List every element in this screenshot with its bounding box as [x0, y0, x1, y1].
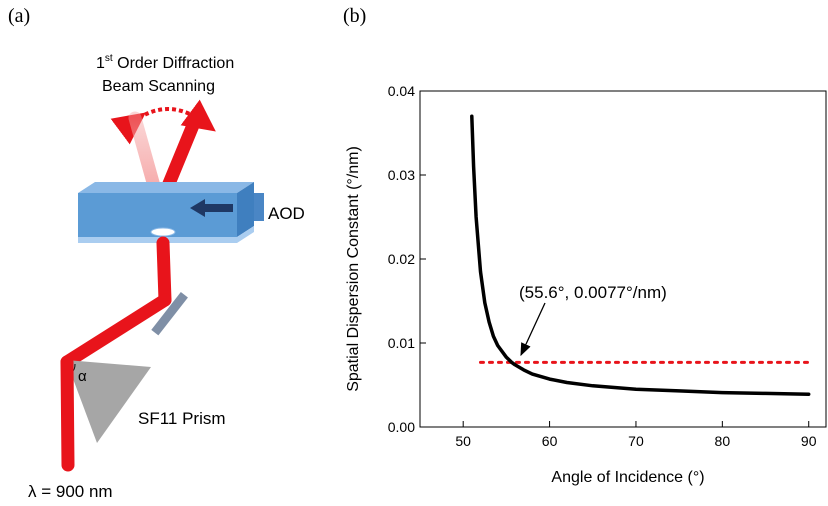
prism-label: SF11 Prism — [138, 409, 226, 428]
beam-caption-rest: Order Diffraction — [113, 55, 235, 72]
beam-caption-sup: st — [105, 53, 113, 64]
aod-device — [78, 182, 264, 243]
point-annotation: (55.6°, 0.0077°/nm) — [519, 283, 667, 302]
y-tick-label: 0.02 — [388, 251, 415, 267]
x-axis-label: Angle of Incidence (°) — [551, 469, 704, 486]
beam-caption: 1st Order Diffraction — [96, 53, 234, 72]
dispersion-chart: 50 60 70 80 90 0.00 0.01 0.02 0.03 0.04 Angle of I… — [345, 83, 827, 486]
sf11-prism — [66, 360, 151, 443]
beam-caption-prefix: 1 — [96, 55, 105, 72]
x-tick-label: 90 — [801, 433, 817, 449]
x-tick-label: 50 — [455, 433, 471, 449]
mirror — [151, 292, 188, 336]
y-tick-label: 0.04 — [388, 83, 415, 99]
aod-connector — [254, 193, 264, 221]
panel-b-label: (b) — [343, 5, 366, 27]
beam-mirror-to-prism — [60, 293, 172, 369]
input-beam — [60, 355, 75, 472]
y-tick-label: 0.00 — [388, 419, 415, 435]
diffracted-beam — [161, 111, 203, 193]
x-tick-label: 70 — [628, 433, 644, 449]
panel-a: (a) 1st Order Diffraction Beam Scanning … — [8, 5, 305, 501]
aod-aperture — [150, 227, 176, 237]
x-tick-label: 80 — [715, 433, 731, 449]
alpha-label: α — [78, 368, 87, 385]
y-axis-label: Spatial Dispersion Constant (°/nm) — [345, 146, 362, 392]
aod-side-face — [237, 182, 254, 237]
y-tick-label: 0.01 — [388, 335, 415, 351]
panel-b: (b) 50 60 70 80 90 0.00 0.01 0.02 0.03 0.04 Angle … — [343, 5, 827, 486]
acoustic-arrow-icon — [190, 199, 233, 217]
aod-bottom-face — [78, 226, 254, 243]
wavelength-label: λ = 900 nm — [28, 482, 113, 501]
dispersion-curve — [470, 114, 811, 396]
faded-beam — [128, 111, 161, 193]
x-tick-label: 60 — [542, 433, 558, 449]
panel-a-label: (a) — [8, 5, 30, 27]
annotation-arrow — [520, 302, 546, 357]
y-tick-label: 0.03 — [388, 167, 415, 183]
beam-aod-to-mirror — [156, 236, 172, 307]
aod-top-face — [78, 182, 254, 193]
beam-caption-line2: Beam Scanning — [102, 78, 215, 95]
aod-label: AOD — [268, 204, 305, 223]
